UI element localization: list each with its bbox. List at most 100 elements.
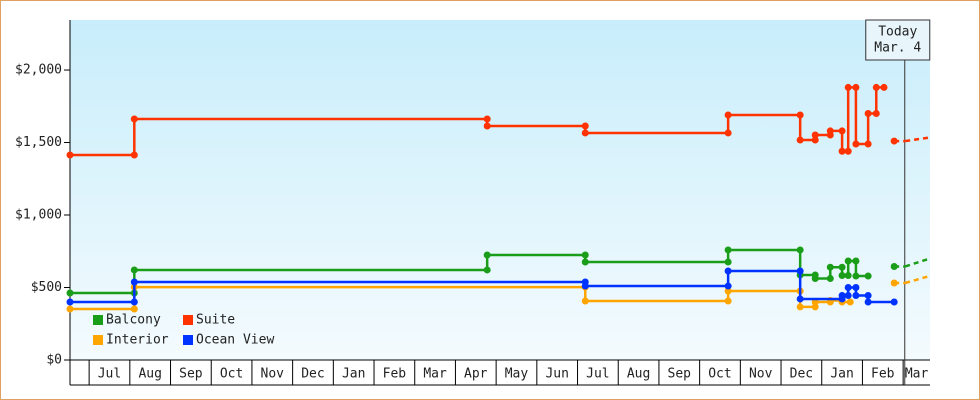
today-box — [865, 19, 931, 61]
x-tick-label: May — [505, 367, 529, 382]
point — [811, 298, 819, 306]
today-label: Today — [878, 25, 917, 40]
point — [811, 275, 819, 283]
point — [844, 284, 852, 292]
point — [66, 298, 74, 306]
point — [844, 291, 852, 299]
point — [130, 151, 138, 159]
point — [130, 298, 138, 306]
point — [724, 246, 732, 254]
x-tick-label: Aug — [627, 367, 650, 382]
point — [890, 279, 898, 287]
point — [581, 258, 589, 266]
y-tick-label: $2,000 — [15, 63, 62, 78]
forecast-line — [904, 274, 931, 285]
x-tick-label: Oct — [708, 367, 731, 382]
legend-swatch — [93, 335, 103, 345]
point — [66, 289, 74, 297]
point — [852, 140, 860, 148]
point — [724, 287, 732, 295]
point — [724, 282, 732, 290]
point — [838, 127, 846, 135]
point — [724, 297, 732, 305]
point — [852, 257, 860, 265]
x-tick-label: Oct — [220, 367, 243, 382]
x-tick-label: Nov — [749, 367, 773, 382]
point — [724, 129, 732, 137]
y-tick-label: $500 — [31, 280, 62, 295]
point — [844, 271, 852, 279]
point — [724, 267, 732, 275]
x-tick-label: Jan — [830, 367, 853, 382]
forecast-line — [904, 136, 931, 143]
legend-label: Interior — [106, 333, 169, 348]
point — [796, 111, 804, 119]
point — [130, 305, 138, 313]
point — [796, 136, 804, 144]
point — [796, 267, 804, 275]
point — [581, 282, 589, 290]
series-line — [70, 248, 869, 295]
y-tick-label: $1,000 — [15, 208, 62, 223]
point — [826, 263, 834, 271]
legend-label: Suite — [196, 313, 235, 328]
legend-label: Ocean View — [196, 333, 274, 348]
point — [796, 246, 804, 254]
point — [66, 151, 74, 159]
point — [872, 110, 880, 118]
point — [852, 272, 860, 280]
point — [890, 262, 898, 270]
point — [811, 303, 819, 311]
point — [838, 291, 846, 299]
point — [483, 115, 491, 123]
point — [844, 257, 852, 265]
point — [811, 136, 819, 144]
point — [890, 137, 898, 145]
point — [66, 305, 74, 313]
point — [581, 122, 589, 130]
legend-label: Balcony — [106, 313, 161, 328]
x-tick-label: Aug — [138, 367, 161, 382]
point — [483, 122, 491, 130]
point — [852, 291, 860, 299]
point — [811, 131, 819, 139]
x-tick-label: Nov — [261, 367, 285, 382]
point — [581, 129, 589, 137]
plot-area — [70, 20, 930, 360]
point — [844, 147, 852, 155]
x-tick-label: Sep — [668, 367, 692, 382]
y-tick-label: $1,500 — [15, 135, 62, 150]
point — [826, 127, 834, 135]
point — [581, 251, 589, 259]
x-tick-label: Jan — [342, 367, 365, 382]
point — [890, 298, 898, 306]
point — [581, 297, 589, 305]
x-tick-label: Apr — [464, 367, 488, 382]
point — [838, 271, 846, 279]
point — [724, 111, 732, 119]
x-tick-label: Feb — [871, 367, 895, 382]
point — [838, 263, 846, 271]
legend-swatch — [93, 315, 103, 325]
x-tick-label: Dec — [790, 367, 813, 382]
point — [724, 258, 732, 266]
point — [796, 295, 804, 303]
point — [130, 115, 138, 123]
point — [872, 83, 880, 91]
point — [844, 83, 852, 91]
point — [852, 83, 860, 91]
point — [864, 298, 872, 306]
x-tick-label: Jul — [98, 367, 121, 382]
forecast-line — [904, 257, 931, 268]
x-tick-label: Feb — [383, 367, 407, 382]
point — [796, 303, 804, 311]
point — [130, 278, 138, 286]
x-tick-label: Mar — [905, 367, 929, 382]
x-tick-label: Mar — [423, 367, 447, 382]
point — [864, 140, 872, 148]
point — [846, 298, 854, 306]
x-tick-label: Jun — [545, 367, 568, 382]
point — [880, 83, 888, 91]
legend-swatch — [183, 335, 193, 345]
legend-swatch — [183, 315, 193, 325]
